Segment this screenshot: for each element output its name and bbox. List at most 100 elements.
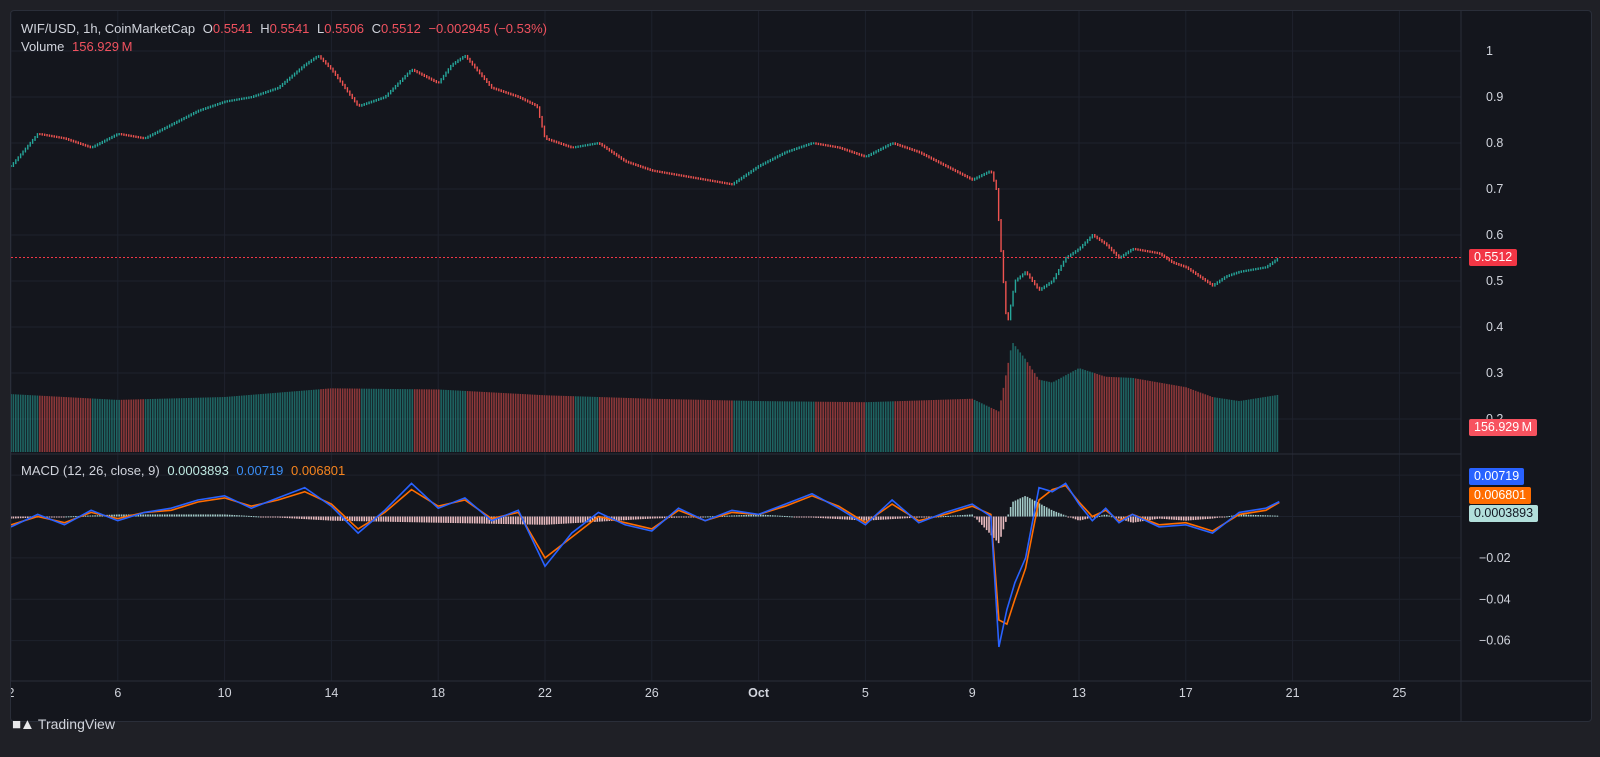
brand-label[interactable]: TradingView bbox=[37, 716, 115, 732]
macd-histogram-bar bbox=[154, 514, 156, 517]
candle bbox=[500, 89, 502, 93]
macd-histogram-bar bbox=[543, 516, 546, 525]
volume-bar bbox=[1021, 355, 1024, 452]
candle bbox=[486, 78, 488, 84]
volume-bar bbox=[1139, 379, 1142, 452]
candle bbox=[22, 150, 24, 156]
volume-bar bbox=[461, 390, 464, 452]
volume-bar bbox=[471, 391, 474, 452]
macd-histogram-bar bbox=[60, 516, 63, 518]
volume-bar bbox=[817, 401, 820, 452]
volume-bar bbox=[1012, 343, 1014, 452]
volume-bar bbox=[1218, 398, 1221, 452]
tradingview-logo-icon[interactable]: ■▲ bbox=[12, 715, 35, 733]
volume-bar bbox=[29, 395, 32, 452]
macd-histogram-bar bbox=[1182, 516, 1185, 521]
macd-histogram-bar bbox=[190, 514, 193, 517]
symbol-title[interactable]: WIF/USD, 1h, CoinMarketCap bbox=[21, 21, 196, 36]
candle bbox=[224, 100, 226, 104]
candle bbox=[526, 99, 529, 103]
volume-bar bbox=[918, 400, 921, 452]
macd-histogram-bar bbox=[137, 514, 140, 517]
candle bbox=[860, 153, 863, 157]
volume-bar bbox=[1019, 352, 1022, 452]
candle bbox=[221, 101, 224, 105]
macd-histogram-bar bbox=[178, 514, 181, 517]
macd-histogram-bar bbox=[58, 516, 60, 518]
macd-histogram-bar bbox=[829, 516, 832, 519]
volume-bar bbox=[940, 399, 942, 452]
macd-histogram-bar bbox=[159, 514, 161, 517]
candle bbox=[322, 57, 325, 63]
volume-bar bbox=[968, 398, 971, 452]
macd-histogram-bar bbox=[500, 516, 503, 524]
volume-bar bbox=[349, 388, 351, 452]
candle bbox=[262, 91, 265, 95]
volume-bar bbox=[197, 397, 200, 452]
volume-bar bbox=[1242, 400, 1245, 452]
macd-histogram-bar bbox=[634, 516, 637, 520]
candle bbox=[29, 141, 31, 147]
volume-bar bbox=[911, 400, 913, 452]
volume-bar bbox=[176, 398, 178, 452]
volume-bar bbox=[973, 399, 976, 452]
volume-label[interactable]: Volume bbox=[21, 39, 65, 54]
chart-canvas[interactable]: 10.90.80.70.60.50.40.30.2 0.020−0.02−0.0… bbox=[11, 11, 1591, 721]
time-tick-label: 2 bbox=[11, 686, 15, 700]
macd-histogram-bar bbox=[1012, 501, 1014, 517]
price-axis[interactable]: 10.90.80.70.60.50.40.30.2 bbox=[1486, 44, 1503, 426]
candle bbox=[79, 142, 82, 146]
candle bbox=[743, 175, 745, 179]
change-value: −0.002945 (−0.53%) bbox=[428, 21, 547, 36]
close-label: C bbox=[371, 21, 382, 36]
volume-bar bbox=[428, 389, 430, 452]
chart-frame[interactable]: 10.90.80.70.60.50.40.30.2 0.020−0.02−0.0… bbox=[10, 10, 1592, 722]
macd-histogram-bar bbox=[618, 516, 620, 521]
volume-bar bbox=[284, 392, 286, 452]
volume-bar bbox=[985, 405, 988, 452]
volume-bar bbox=[639, 398, 642, 452]
volume-bar bbox=[39, 395, 41, 452]
candle bbox=[344, 83, 346, 90]
candle bbox=[820, 143, 822, 146]
volume-bar bbox=[649, 398, 651, 452]
macd-histogram-bar bbox=[1021, 497, 1024, 517]
macd-histogram-bar bbox=[214, 514, 217, 517]
macd-histogram-bar bbox=[570, 516, 572, 524]
volume-legend: Volume 156.929 M bbox=[21, 39, 136, 54]
macd-histogram-bar bbox=[1050, 509, 1053, 517]
candle bbox=[649, 168, 651, 172]
time-axis[interactable]: 261014182226Oct5913172125 bbox=[11, 686, 1406, 700]
macd-histogram-bar bbox=[1077, 516, 1079, 521]
volume-bar bbox=[723, 400, 726, 452]
volume-bar bbox=[899, 401, 901, 452]
candle bbox=[1255, 267, 1257, 271]
volume-bar bbox=[1257, 398, 1259, 452]
volume-bar bbox=[406, 389, 409, 452]
volume-bar bbox=[188, 397, 190, 452]
candle bbox=[1185, 265, 1187, 269]
macd-histogram-bar bbox=[827, 516, 829, 519]
macd-histogram-bar bbox=[582, 516, 584, 523]
candle bbox=[1216, 281, 1219, 285]
candle bbox=[555, 140, 558, 144]
time-tick-label: 21 bbox=[1286, 686, 1300, 700]
macd-histogram-bar bbox=[397, 516, 399, 522]
volume-bar bbox=[433, 389, 435, 452]
macd-histogram-bar bbox=[971, 514, 973, 517]
macd-histogram-bar bbox=[507, 516, 510, 525]
volume-bar bbox=[961, 399, 964, 452]
candle bbox=[644, 166, 647, 170]
candle bbox=[606, 146, 608, 150]
candle bbox=[966, 175, 969, 179]
macd-histogram-bar bbox=[848, 516, 851, 520]
volume-bar bbox=[341, 388, 344, 452]
macd-histogram-bar bbox=[288, 516, 291, 519]
macd-histogram-bar bbox=[510, 516, 512, 525]
macd-label[interactable]: MACD (12, 26, close, 9) bbox=[21, 463, 160, 478]
macd-histogram-bar bbox=[1187, 516, 1190, 521]
macd-histogram-bar bbox=[675, 516, 678, 518]
volume-bar bbox=[832, 401, 834, 452]
candle bbox=[702, 178, 704, 181]
candle bbox=[1060, 264, 1062, 271]
